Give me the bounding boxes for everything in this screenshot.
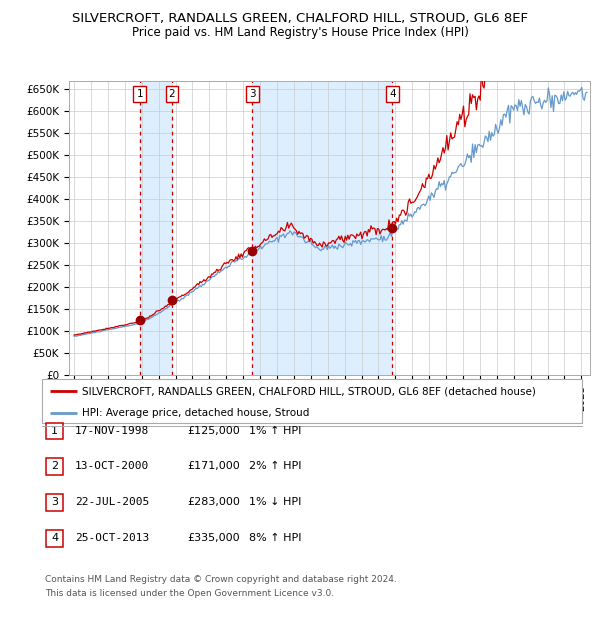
Text: 1% ↓ HPI: 1% ↓ HPI xyxy=(249,497,301,507)
Text: 13-OCT-2000: 13-OCT-2000 xyxy=(75,461,149,471)
Text: SILVERCROFT, RANDALLS GREEN, CHALFORD HILL, STROUD, GL6 8EF (detached house): SILVERCROFT, RANDALLS GREEN, CHALFORD HI… xyxy=(83,386,536,396)
Text: 8% ↑ HPI: 8% ↑ HPI xyxy=(249,533,302,543)
Bar xyxy=(140,81,172,375)
Text: 2% ↑ HPI: 2% ↑ HPI xyxy=(249,461,302,471)
Text: Price paid vs. HM Land Registry's House Price Index (HPI): Price paid vs. HM Land Registry's House … xyxy=(131,26,469,39)
Text: £283,000: £283,000 xyxy=(187,497,240,507)
Text: Contains HM Land Registry data © Crown copyright and database right 2024.: Contains HM Land Registry data © Crown c… xyxy=(45,575,397,585)
Text: £125,000: £125,000 xyxy=(187,426,240,436)
Text: 1% ↑ HPI: 1% ↑ HPI xyxy=(249,426,301,436)
Text: £335,000: £335,000 xyxy=(187,533,240,543)
Text: 3: 3 xyxy=(51,497,58,507)
Text: 2: 2 xyxy=(51,461,58,471)
Text: This data is licensed under the Open Government Licence v3.0.: This data is licensed under the Open Gov… xyxy=(45,589,334,598)
Text: 1: 1 xyxy=(136,89,143,99)
Text: 22-JUL-2005: 22-JUL-2005 xyxy=(75,497,149,507)
Text: 4: 4 xyxy=(51,533,58,543)
Text: HPI: Average price, detached house, Stroud: HPI: Average price, detached house, Stro… xyxy=(83,408,310,418)
Text: 2: 2 xyxy=(169,89,175,99)
Text: 25-OCT-2013: 25-OCT-2013 xyxy=(75,533,149,543)
Text: SILVERCROFT, RANDALLS GREEN, CHALFORD HILL, STROUD, GL6 8EF: SILVERCROFT, RANDALLS GREEN, CHALFORD HI… xyxy=(72,12,528,25)
Bar xyxy=(253,81,392,375)
Text: £171,000: £171,000 xyxy=(187,461,240,471)
Text: 3: 3 xyxy=(249,89,256,99)
Text: 17-NOV-1998: 17-NOV-1998 xyxy=(75,426,149,436)
Text: 1: 1 xyxy=(51,426,58,436)
Text: 4: 4 xyxy=(389,89,395,99)
